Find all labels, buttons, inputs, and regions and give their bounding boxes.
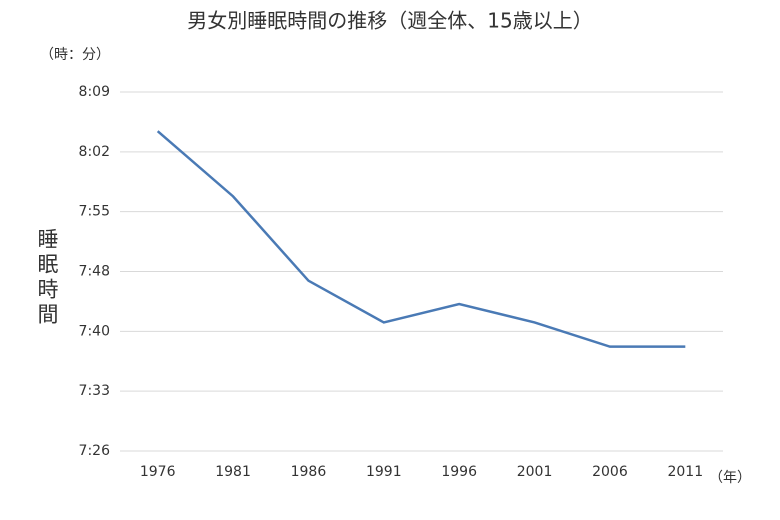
y-tick-label: 7:26	[79, 443, 111, 459]
x-tick-label: 1981	[215, 464, 251, 480]
y-tick-label: 7:40	[79, 323, 110, 339]
y-tick-label: 7:48	[79, 264, 110, 280]
x-tick-label: 1986	[291, 464, 327, 480]
x-tick-label: 1991	[366, 464, 402, 480]
x-tick-label: 2001	[517, 464, 553, 480]
y-tick-label: 7:55	[79, 204, 110, 220]
y-axis-label: 睡眠時間	[35, 228, 59, 328]
x-tick-label: 1996	[441, 464, 477, 480]
y-unit: （時：分）	[40, 47, 110, 63]
y-tick-label: 7:33	[79, 383, 110, 399]
y-tick-label: 8:02	[79, 144, 110, 160]
chart-title: 男女別睡眠時間の推移（週全体、15歳以上）	[187, 9, 592, 33]
line	[156, 130, 686, 348]
x-tick-label: 1976	[140, 464, 176, 480]
y-tick-label: 8:09	[79, 84, 110, 100]
x-unit: （年）	[709, 470, 751, 486]
x-tick-label: 2011	[667, 464, 703, 480]
x-tick-label: 2006	[592, 464, 628, 480]
